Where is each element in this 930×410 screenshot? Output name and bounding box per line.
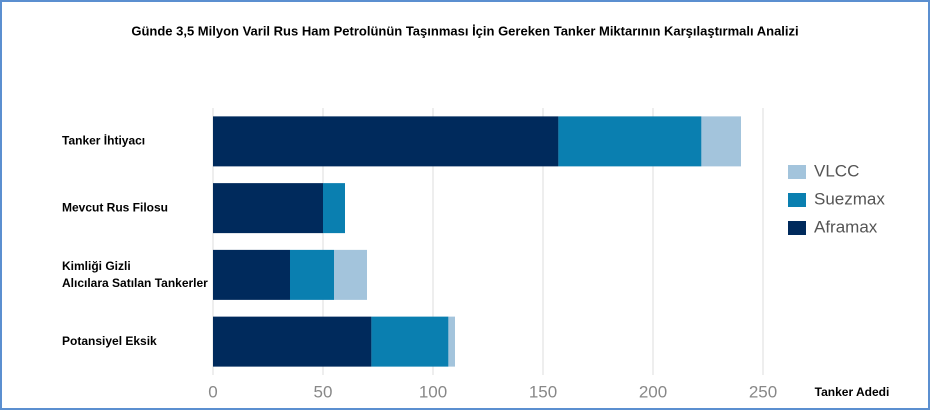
bar xyxy=(701,116,741,167)
x-axis-label: Tanker Adedi xyxy=(815,385,890,399)
x-tick-label: 0 xyxy=(208,382,217,401)
y-tick-label: Kimliği Gizli Alıcılara Satılan Tankerle… xyxy=(62,259,208,290)
legend-swatch xyxy=(788,221,806,235)
y-tick-label: Mevcut Rus Filosu xyxy=(62,200,168,214)
bar xyxy=(323,183,345,234)
x-tick-label: 100 xyxy=(419,382,447,401)
legend-label: VLCC xyxy=(814,161,859,180)
bar xyxy=(371,316,449,367)
bar xyxy=(213,183,323,234)
x-tick-label: 150 xyxy=(529,382,557,401)
bar xyxy=(448,316,455,367)
legend-swatch xyxy=(788,193,806,207)
bar xyxy=(290,249,334,300)
bar xyxy=(213,116,559,167)
x-tick-label: 250 xyxy=(749,382,777,401)
legend-swatch xyxy=(788,165,806,179)
y-tick-label: Tanker İhtiyacı xyxy=(62,133,145,148)
x-tick-label: 50 xyxy=(314,382,333,401)
bar xyxy=(558,116,702,167)
legend-label: Suezmax xyxy=(814,189,885,208)
x-tick-label: 200 xyxy=(639,382,667,401)
bar xyxy=(213,249,290,300)
chart-title: Günde 3,5 Milyon Varil Rus Ham Petrolünü… xyxy=(131,23,798,38)
bar xyxy=(334,249,367,300)
legend-label: Aframax xyxy=(814,217,878,236)
bar xyxy=(213,316,372,367)
y-tick-label: Potansiyel Eksik xyxy=(62,334,157,348)
